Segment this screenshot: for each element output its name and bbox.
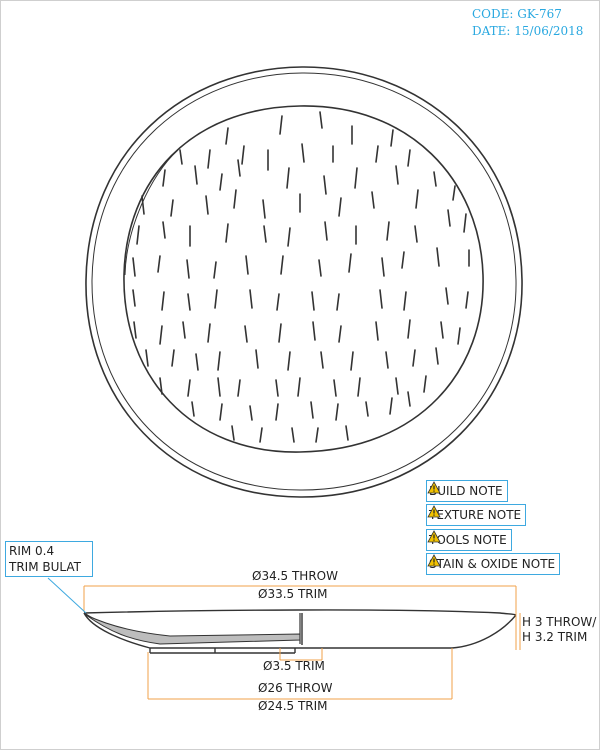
texture-strokes (132, 111, 470, 443)
rim-leader-line (47, 577, 87, 614)
build-note-label: BUILD NOTE (429, 484, 503, 498)
plate-well-inner-line (124, 149, 179, 276)
section-cut-fill (85, 614, 301, 645)
dim-foot-trim: Ø3.5 TRIM (263, 659, 325, 673)
dim-height-trim: H 3.2 TRIM (522, 630, 588, 644)
build-note-button[interactable]: BUILD NOTE (426, 480, 508, 502)
plate-outer-rim (85, 66, 523, 498)
texture-note-button[interactable]: TEXTURE NOTE (426, 504, 527, 526)
product-code: CODE: GK-767 (472, 7, 562, 21)
plate-well-outline (123, 105, 484, 453)
rim-callout-line2: TRIM BULAT (9, 560, 81, 574)
stain-oxide-note-button[interactable]: STAIN & OXIDE NOTE (426, 553, 561, 575)
dimension-lines (83, 585, 521, 700)
tools-note-button[interactable]: TOOLS NOTE (426, 529, 512, 551)
rim-callout: RIM 0.4 TRIM BULAT (5, 541, 93, 577)
texture-note-label: TEXTURE NOTE (429, 508, 522, 522)
warning-icon (427, 505, 441, 518)
tools-note-label: TOOLS NOTE (429, 533, 507, 547)
stain-oxide-note-label: STAIN & OXIDE NOTE (429, 557, 556, 571)
warning-icon (427, 554, 441, 567)
plate-outer-rim-inner-line (91, 72, 517, 491)
dim-height-throw: H 3 THROW/ (522, 615, 597, 629)
rim-callout-line1: RIM 0.4 (9, 544, 55, 558)
warning-icon (427, 481, 441, 494)
dim-outer-throw: Ø34.5 THROW (252, 569, 338, 583)
drawing-date: DATE: 15/06/2018 (472, 24, 584, 38)
dim-base-throw: Ø26 THROW (258, 681, 333, 695)
dim-base-trim: Ø24.5 TRIM (258, 699, 328, 713)
dim-outer-trim: Ø33.5 TRIM (258, 587, 328, 601)
title-block: CODE: GK-767 DATE: 15/06/2018 (472, 6, 583, 40)
warning-icon (427, 530, 441, 543)
